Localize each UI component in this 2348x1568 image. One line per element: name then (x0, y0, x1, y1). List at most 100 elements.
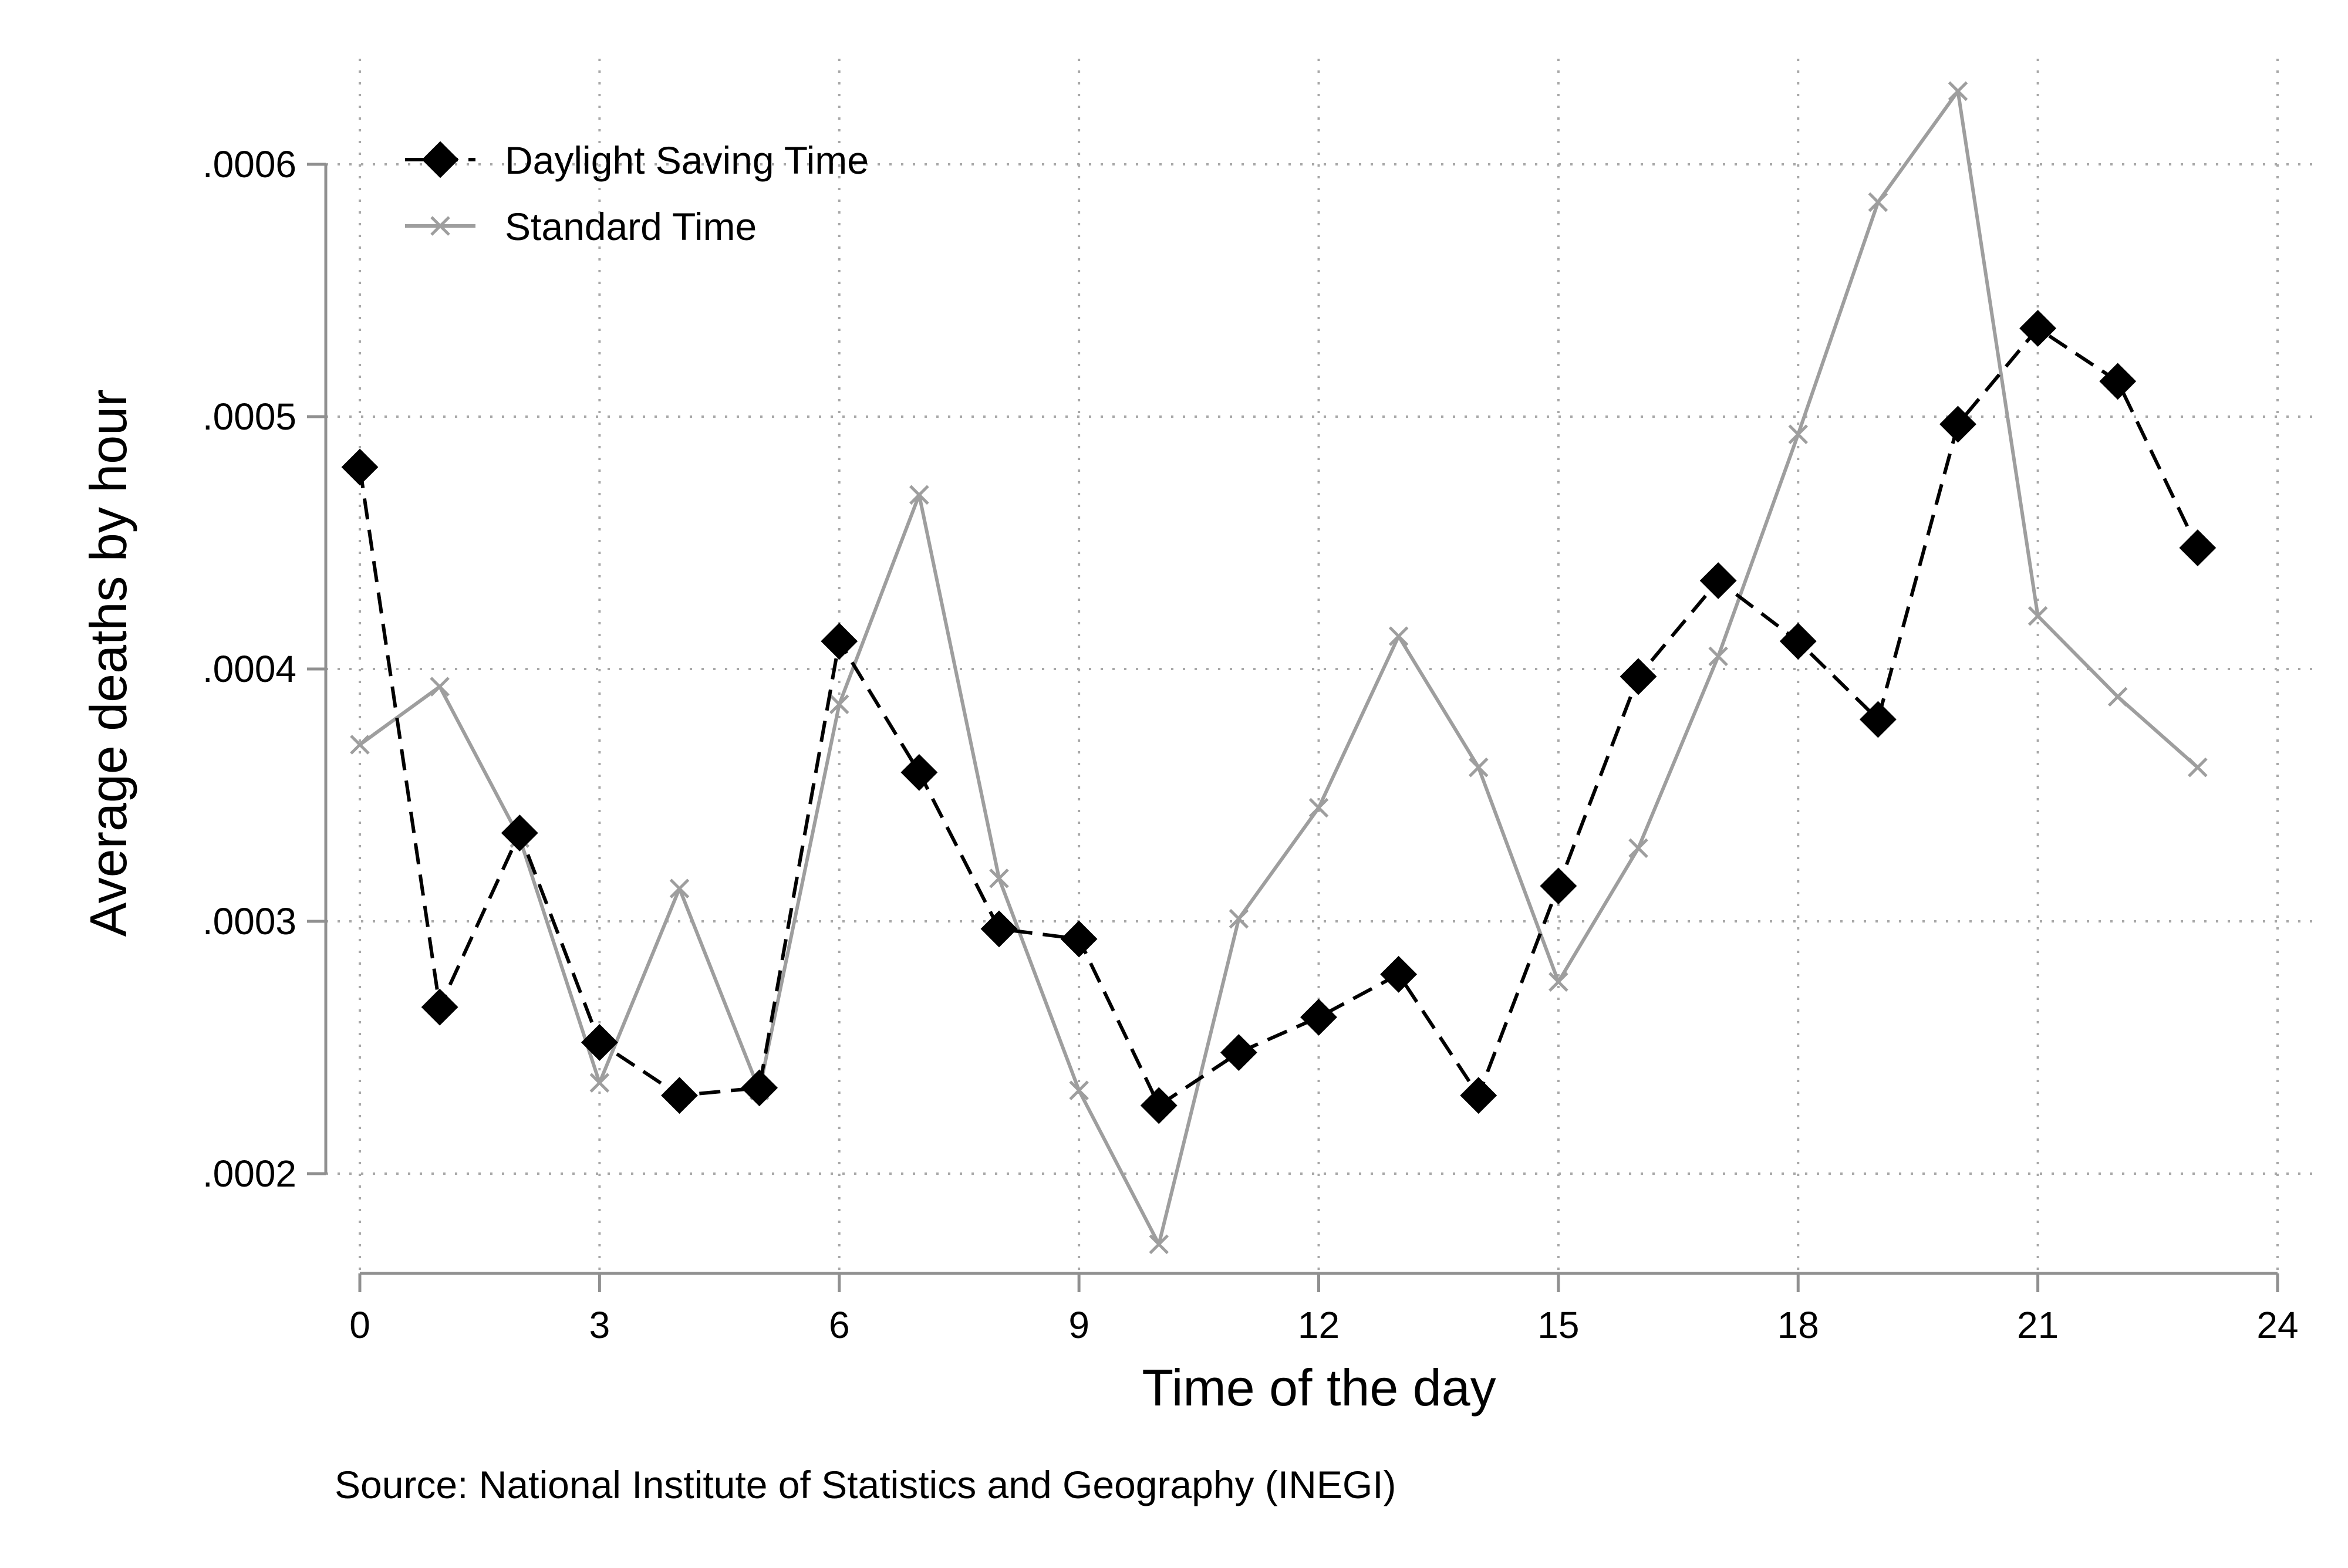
marker-stroke (1229, 908, 1249, 929)
data-point (1229, 908, 1249, 929)
data-point (1149, 1234, 1169, 1255)
data-point (2179, 529, 2217, 567)
marker-stroke (1549, 972, 1568, 992)
data-point (1540, 867, 1577, 905)
marker-stroke (1149, 1234, 1169, 1255)
legend: Daylight Saving Time Standard Time (405, 138, 869, 248)
marker-stroke (1948, 81, 1968, 102)
data-point (341, 448, 379, 486)
y-tick-label: .0006 (203, 143, 296, 185)
x-tick-label: 21 (2017, 1304, 2059, 1346)
data-point (1460, 1077, 1497, 1114)
data-point (589, 1073, 610, 1093)
legend-entry: Daylight Saving Time (405, 138, 869, 182)
marker-stroke (989, 869, 1009, 888)
data-point (1948, 81, 1968, 102)
marker-stroke (1308, 797, 1329, 818)
legend-marker (421, 141, 459, 178)
series-line (358, 326, 2199, 1107)
marker-stroke (1708, 646, 1728, 667)
legend-label: Standard Time (505, 205, 757, 248)
data-point (421, 988, 458, 1026)
marker-stroke (430, 677, 450, 697)
data-point (900, 753, 938, 791)
marker-stroke (909, 485, 929, 505)
data-point (350, 735, 370, 755)
y-tick-label: .0005 (203, 396, 296, 438)
x-tick-label: 24 (2256, 1304, 2298, 1346)
data-point (430, 677, 450, 697)
marker-stroke (1868, 192, 1888, 212)
data-point (661, 1077, 698, 1114)
data-point (989, 869, 1009, 888)
data-point (741, 1069, 778, 1107)
y-tick-label: .0004 (203, 648, 296, 690)
data-point (829, 694, 849, 714)
data-point (1779, 623, 1817, 660)
data-point (909, 485, 929, 505)
data-point (669, 878, 690, 898)
marker-stroke (430, 216, 450, 236)
data-point (1620, 658, 1657, 695)
data-point (1060, 920, 1098, 958)
series-1 (350, 81, 2208, 1255)
legend-entry: Standard Time (405, 205, 757, 248)
marker-stroke (1788, 424, 1809, 444)
data-point (1468, 757, 1489, 778)
data-point (1220, 1034, 1257, 1072)
legend-label: Daylight Saving Time (505, 138, 869, 182)
data-point (2188, 757, 2208, 778)
x-tick-label: 6 (829, 1304, 850, 1346)
x-tick-label: 18 (1777, 1304, 1819, 1346)
data-point (2099, 363, 2137, 400)
data-point (1859, 701, 1897, 738)
data-point (1300, 998, 1337, 1036)
x-tick-label: 15 (1537, 1304, 1579, 1346)
series-line (359, 89, 2199, 1246)
data-point (1549, 972, 1568, 992)
x-tick-label: 9 (1068, 1304, 1089, 1346)
data-point (1868, 192, 1888, 212)
data-point (1388, 626, 1409, 646)
marker-stroke (2027, 606, 2048, 626)
data-point (1628, 838, 1648, 859)
y-tick-label: .0003 (203, 900, 296, 942)
x-tick-label: 3 (589, 1304, 610, 1346)
marker-stroke (2107, 687, 2128, 707)
marker-stroke (829, 694, 849, 714)
data-point (2107, 687, 2128, 707)
data-point (2019, 310, 2057, 347)
data-point (1708, 646, 1728, 667)
marker-stroke (350, 735, 370, 755)
marker-stroke (1628, 838, 1648, 859)
data-point (1069, 1080, 1089, 1100)
y-axis-title: Average deaths by hour (79, 390, 137, 937)
data-point (1939, 405, 1976, 443)
series (341, 81, 2217, 1255)
axes: .0002 .0003 .0004 .0005 .0006 0 3 6 9 12 15 18 21 24 (203, 143, 2299, 1346)
x-axis-title: Time of the day (1142, 1359, 1496, 1417)
data-point (1380, 955, 1418, 993)
data-point (501, 815, 538, 851)
legend-marker (430, 216, 450, 236)
x-tick-label: 0 (349, 1304, 370, 1346)
data-point (980, 910, 1018, 948)
data-point (1788, 424, 1809, 444)
source-note: Source: National Institute of Statistics… (335, 1463, 1396, 1506)
grid (326, 59, 2313, 1273)
data-point (1699, 562, 1737, 599)
data-point (1308, 797, 1329, 818)
marker-stroke (1069, 1080, 1089, 1100)
data-point (1140, 1087, 1178, 1124)
data-point (581, 1023, 618, 1061)
data-point (821, 623, 858, 660)
series-0 (341, 310, 2217, 1124)
marker-stroke (1468, 757, 1489, 778)
marker-stroke (1388, 626, 1409, 646)
marker-stroke (669, 878, 690, 898)
marker-stroke (2188, 757, 2208, 778)
y-tick-label: .0002 (203, 1153, 296, 1195)
marker-stroke (589, 1073, 610, 1093)
